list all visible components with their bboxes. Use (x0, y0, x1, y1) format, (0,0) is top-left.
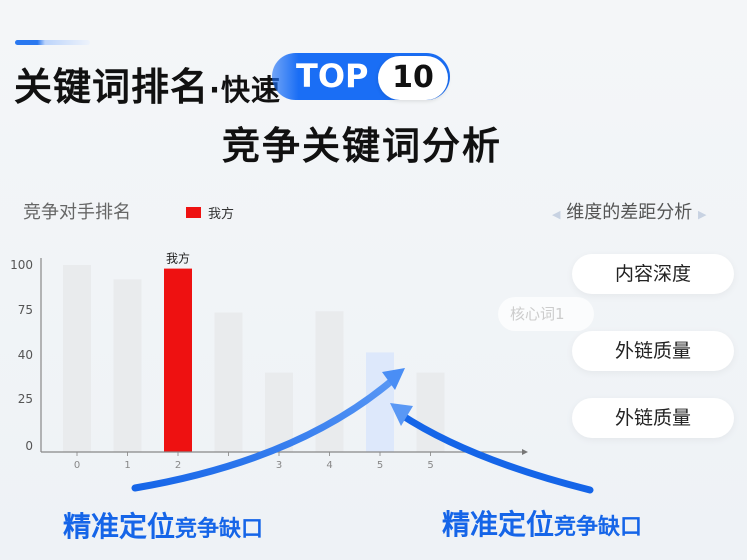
bar (164, 268, 192, 452)
title-suffix: ·快速 (209, 73, 282, 107)
legend-label: 我方 (208, 207, 235, 222)
x-axis-arrow-icon (522, 449, 528, 455)
top-badge-number: 10 (378, 56, 448, 100)
dimension-item[interactable]: 外链质量 (572, 331, 734, 371)
bar (113, 279, 142, 452)
x-tick-label: 5 (427, 460, 433, 471)
x-tick-label: 2 (175, 460, 181, 471)
x-tick-label: 3 (276, 460, 282, 471)
accent-bar (15, 40, 90, 45)
caption-small: 竞争缺口 (554, 515, 643, 540)
bar (366, 352, 394, 452)
keyword-tag: 核心词1 (498, 297, 594, 331)
x-tick-label: 5 (377, 460, 383, 471)
x-tick-label: 4 (326, 460, 332, 471)
y-tick-label: 75 (18, 303, 33, 317)
dimension-item[interactable]: 外链质量 (572, 398, 734, 438)
y-tick-label: 100 (10, 258, 33, 272)
legend-swatch (186, 207, 201, 218)
bar (63, 265, 91, 452)
next-arrow-icon[interactable]: ▶ (697, 208, 707, 221)
chart-legend: 我方 (186, 203, 234, 222)
caption-left: 精准定位竞争缺口 (63, 505, 263, 545)
prev-arrow-icon[interactable]: ◀ (552, 208, 561, 221)
title-main: 关键词排名 (14, 65, 210, 109)
x-tick-label: 1 (124, 460, 130, 471)
page-title: 关键词排名·快速 (14, 56, 281, 111)
caption-strong: 精准定位 (63, 510, 176, 543)
caption-strong: 精准定位 (442, 508, 555, 541)
curved-arrow-icon (131, 368, 405, 492)
dimension-title: ◀ 维度的差距分析 ▶ (552, 198, 706, 224)
y-tick-label: 40 (18, 348, 33, 362)
dimension-title-text: 维度的差距分析 (566, 202, 693, 223)
bar (214, 312, 243, 452)
caption-small: 竞争缺口 (175, 517, 264, 542)
page-subtitle: 竞争关键词分析 (222, 124, 503, 168)
curved-arrow-icon (390, 403, 594, 494)
y-tick-label: 0 (25, 439, 33, 453)
x-tick-label: 0 (74, 460, 80, 471)
dimension-item[interactable]: 内容深度 (572, 254, 734, 294)
y-tick-label: 25 (18, 392, 33, 406)
bar (265, 372, 293, 452)
bar-label: 我方 (166, 251, 190, 266)
caption-right: 精准定位竞争缺口 (442, 503, 642, 543)
top-badge-label: TOP (296, 57, 369, 95)
chart-title: 竞争对手排名 (23, 202, 131, 223)
